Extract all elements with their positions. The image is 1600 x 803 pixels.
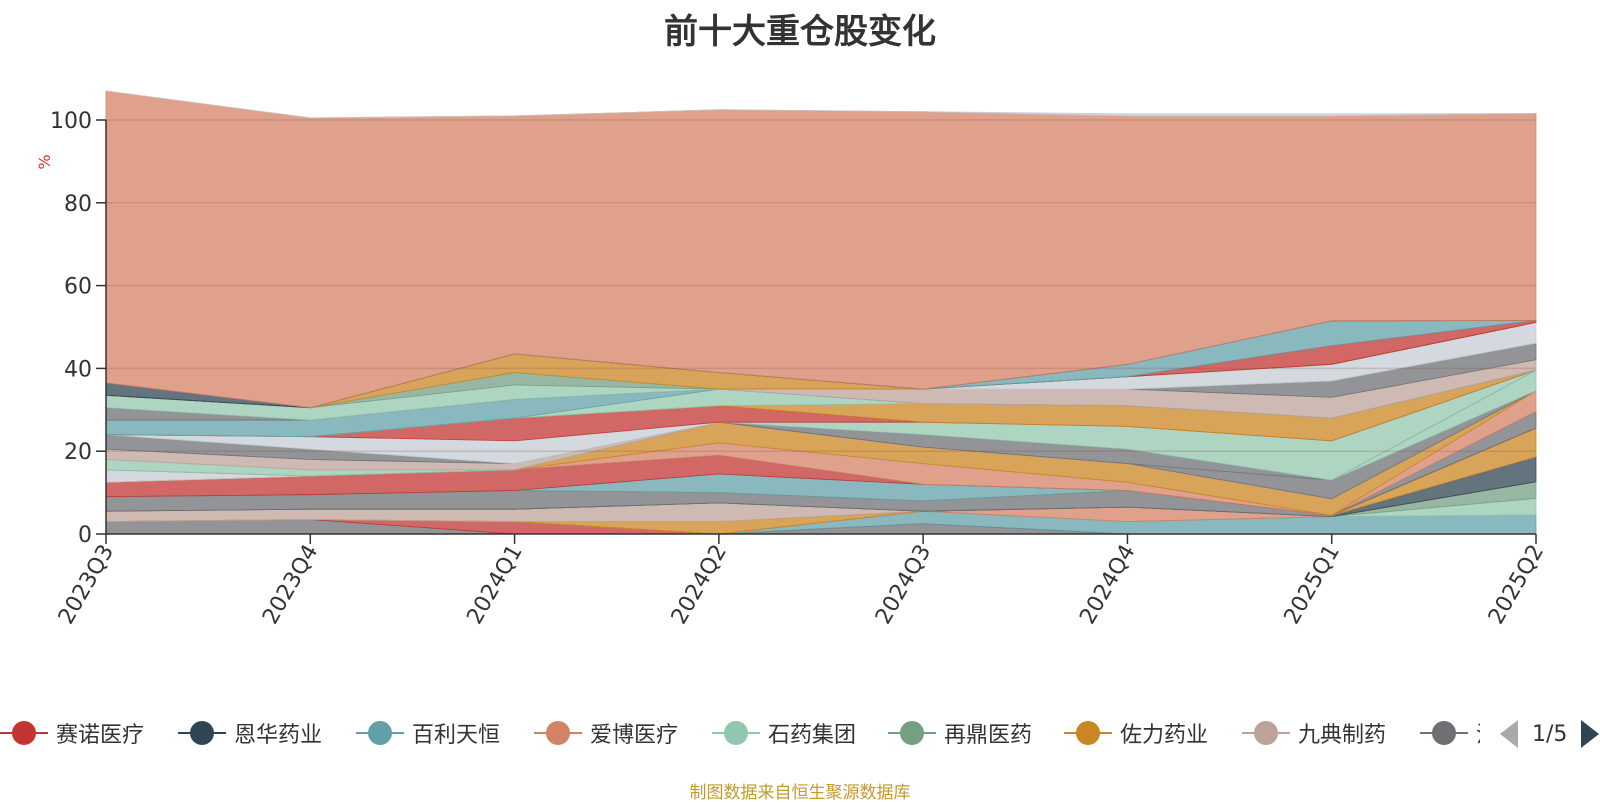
y-tick-label-20: 20 (64, 440, 92, 465)
data-source-note: 制图数据来自恒生聚源数据库 (689, 783, 911, 803)
x-tick-label-2024Q4: 2024Q4 (1075, 541, 1140, 629)
legend-item-5[interactable]: 再鼎医药 (888, 716, 1032, 750)
x-tick-label-2025Q2: 2025Q2 (1484, 541, 1549, 629)
legend-marker-icon (1064, 720, 1112, 746)
legend-item-3[interactable]: 爱博医疗 (534, 716, 678, 750)
legend-marker-icon (1242, 720, 1290, 746)
legend-label: 九典制药 (1298, 723, 1387, 748)
legend-marker-icon (0, 720, 48, 746)
legend-item-1[interactable]: 恩华药业 (178, 716, 322, 750)
legend-label: 再鼎医药 (944, 723, 1033, 748)
legend-pager: 1/5 (1500, 718, 1600, 750)
legend-marker-icon (356, 720, 404, 746)
y-tick-label-100: 100 (50, 109, 92, 134)
legend-item-8[interactable]: 江 (1420, 716, 1480, 750)
legend-marker-icon (534, 720, 582, 746)
legend-item-4[interactable]: 石药集团 (712, 716, 856, 750)
y-axis-label: % (35, 154, 54, 169)
chart-title: 前十大重仓股变化 (664, 12, 936, 52)
legend-label: 江 (1476, 717, 1480, 749)
x-tick-label-2024Q1: 2024Q1 (462, 541, 527, 629)
legend-marker-icon (1420, 720, 1468, 746)
y-tick-label-80: 80 (64, 192, 92, 217)
x-tick-label-2025Q1: 2025Q1 (1280, 541, 1345, 629)
x-tick-label-2024Q3: 2024Q3 (871, 541, 936, 629)
legend-label: 佐力药业 (1120, 723, 1209, 748)
x-tick-label-2023Q3: 2023Q3 (54, 541, 119, 629)
legend: 赛诺医疗 恩华药业 百利天恒 爱博医疗 石药集团 再鼎医药 佐力药业 九典制药 江 (0, 716, 1480, 752)
legend-label: 石药集团 (768, 723, 857, 748)
area-series-s38 (105, 90, 1537, 119)
legend-item-0[interactable]: 赛诺医疗 (0, 716, 144, 750)
legend-next-arrow-icon[interactable] (1581, 720, 1600, 748)
legend-item-2[interactable]: 百利天恒 (356, 716, 500, 750)
y-tick-label-60: 60 (64, 275, 92, 300)
legend-item-7[interactable]: 九典制药 (1242, 716, 1386, 750)
x-tick-label-2024Q2: 2024Q2 (667, 541, 732, 629)
legend-marker-icon (888, 720, 936, 746)
legend-marker-icon (178, 720, 226, 746)
y-tick-label-40: 40 (64, 357, 92, 382)
legend-label: 爱博医疗 (590, 723, 679, 748)
legend-item-6[interactable]: 佐力药业 (1064, 716, 1208, 750)
legend-label: 赛诺医疗 (56, 723, 145, 748)
x-tick-label-2023Q4: 2023Q4 (258, 541, 323, 629)
legend-label: 百利天恒 (412, 723, 501, 748)
legend-page-indicator: 1/5 (1532, 721, 1568, 747)
y-tick-label-0: 0 (78, 523, 92, 548)
legend-marker-icon (712, 720, 760, 746)
legend-prev-arrow-icon[interactable] (1500, 720, 1518, 748)
legend-label: 恩华药业 (234, 723, 323, 748)
